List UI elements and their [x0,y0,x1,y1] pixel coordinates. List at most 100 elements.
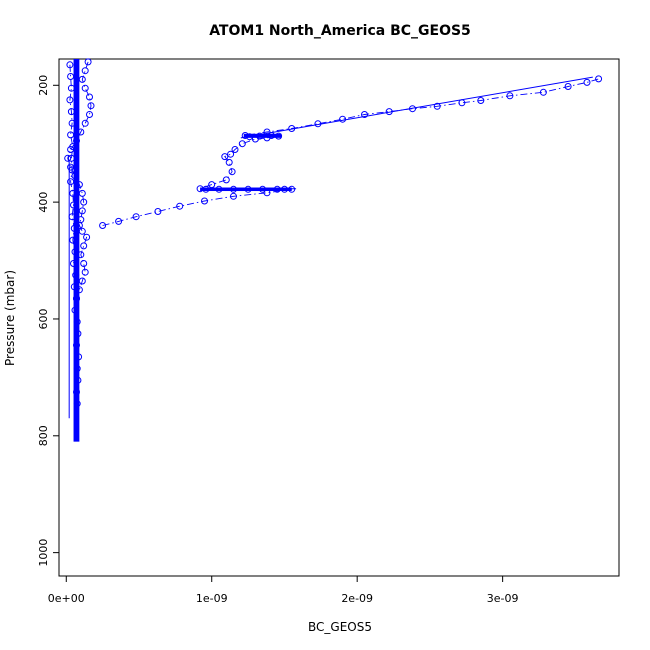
reference-line [240,76,593,139]
data-point [87,102,95,110]
data-point [267,132,275,139]
data-point [69,189,77,197]
data-point [263,189,271,197]
data-point [81,67,89,75]
data-point [132,213,140,221]
data-point [78,207,86,215]
data-point [77,251,85,259]
data-point [241,132,249,139]
plot-frame [58,58,620,577]
data-point [78,189,86,197]
data-point [81,268,89,276]
data-point [564,83,572,90]
data-point [228,168,236,176]
data-point [196,185,204,193]
data-point [67,84,75,92]
y-axis: 200 400 600 800 1000 [37,75,60,567]
y-axis-label: Pressure (mbar) [3,270,17,366]
data-point [84,58,92,66]
data-point [256,132,264,140]
data-point [458,99,466,107]
data-point [70,201,77,209]
data-point [78,227,86,235]
data-point [506,92,514,100]
data-point [66,96,74,104]
data-point [583,78,591,86]
data-point [80,242,88,250]
data-point [67,178,75,186]
data-point [66,61,74,69]
y-tick-label: 1000 [37,539,50,567]
y-tick-label: 200 [37,75,50,96]
data-point [68,213,76,221]
x-tick-label: 2e-09 [341,592,373,605]
data-point [71,306,79,314]
data-point [78,75,86,83]
data-point [67,73,75,80]
data-point [67,108,75,116]
data-point [75,353,83,361]
x-axis: 0e+00 1e-09 2e-09 3e-09 [48,575,519,605]
x-tick-label: 3e-09 [487,592,519,605]
data-point [238,140,246,148]
x-tick-label: 0e+00 [48,592,85,605]
data-point [73,388,80,396]
chart-title: ATOM1 North_America BC_GEOS5 [209,23,471,39]
data-point [73,295,80,302]
dense-point-cluster [200,187,292,192]
data-point [176,202,184,210]
data-point [86,93,93,101]
y-tick-label: 400 [37,192,50,213]
data-point [75,222,83,229]
data-point [273,185,281,193]
data-point [86,111,93,118]
data-point [288,125,296,132]
data-point [477,97,485,104]
data-point [115,217,123,225]
data-point [73,400,81,408]
data-point [433,102,441,110]
data-point [244,185,252,193]
data-point [314,120,322,128]
data-point [221,153,229,161]
data-point [208,181,216,189]
y-tick-label: 800 [37,425,50,446]
data-point [70,260,77,267]
data-point [222,176,230,184]
data-point [339,115,347,123]
data-point [227,150,235,158]
data-point [67,163,75,171]
data-point [154,208,162,215]
data-point [80,260,88,267]
data-point [201,197,208,205]
data-point [73,318,81,326]
series-lines [67,61,599,404]
series-line-3 [102,78,599,226]
data-point [67,154,75,162]
data-point [595,75,603,83]
data-point [71,172,79,180]
data-point [69,236,77,244]
dense-clusters [73,59,292,442]
data-point [230,192,237,200]
data-point [73,137,80,145]
dense-point-cluster [73,59,80,442]
data-point [259,185,267,193]
data-point [75,286,83,294]
x-axis-label: BC_GEOS5 [308,620,372,634]
reference-lines [68,76,593,419]
data-point [215,185,223,193]
data-point [67,131,75,139]
data-point [288,185,296,193]
data-point [81,84,89,92]
data-point [275,132,283,140]
data-point [225,158,233,166]
data-point [70,283,78,291]
x-tick-label: 1e-09 [196,592,228,605]
data-point [80,198,88,206]
data-point [409,105,416,113]
data-point [74,376,82,384]
data-point [77,128,85,136]
data-point [385,108,393,116]
data-point [73,365,81,373]
